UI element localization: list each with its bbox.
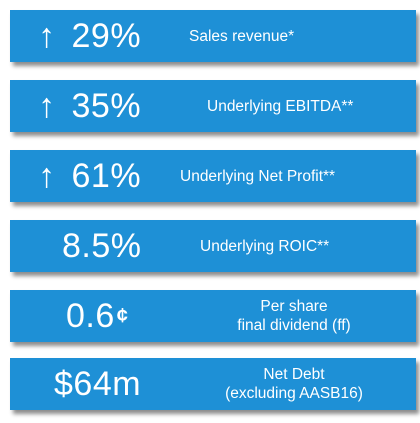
stat-banner-underlying-ebitda: ↑ 35% Underlying EBITDA**: [10, 80, 416, 132]
stat-label: Net Debt (excluding AASB16): [190, 358, 398, 410]
up-arrow-icon: ↑: [38, 16, 56, 55]
stat-value-group: ↑ 35%: [38, 80, 141, 132]
stat-banner-net-debt: $64m Net Debt (excluding AASB16): [10, 358, 416, 410]
stat-value-group: ↑ 29%: [38, 10, 141, 62]
stat-label: Underlying EBITDA**: [207, 97, 354, 115]
up-arrow-icon: ↑: [38, 86, 56, 125]
stat-value: 35%: [71, 86, 142, 125]
stat-value: 8.5%: [62, 226, 142, 265]
stat-label: Sales revenue*: [189, 27, 295, 45]
stat-value-group: 0.6 ¢: [66, 290, 128, 342]
stat-value-group: ↑ 61%: [38, 150, 141, 202]
stat-banner-underlying-net-profit: ↑ 61% Underlying Net Profit**: [10, 150, 416, 202]
stat-value: $64m: [54, 364, 142, 403]
stat-banner-sales-revenue: ↑ 29% Sales revenue*: [10, 10, 416, 62]
stat-banner-final-dividend: 0.6 ¢ Per share final dividend (ff): [10, 290, 416, 342]
cent-unit: ¢: [116, 304, 129, 327]
stat-label-line2: final dividend (ff): [237, 317, 351, 334]
stat-label: Underlying Net Profit**: [180, 167, 336, 185]
stat-label: Per share final dividend (ff): [190, 290, 398, 342]
stat-banner-underlying-roic: 8.5% Underlying ROIC**: [10, 220, 416, 272]
stat-value: 61%: [71, 156, 142, 195]
stat-label: Underlying ROIC**: [200, 237, 330, 255]
stat-label-line1: Per share: [260, 298, 328, 315]
up-arrow-icon: ↑: [38, 156, 56, 195]
stat-label-line2: (excluding AASB16): [225, 385, 363, 402]
stat-value: 0.6: [66, 296, 115, 335]
stat-value: 29%: [71, 16, 142, 55]
stat-label-line1: Net Debt: [263, 366, 325, 383]
